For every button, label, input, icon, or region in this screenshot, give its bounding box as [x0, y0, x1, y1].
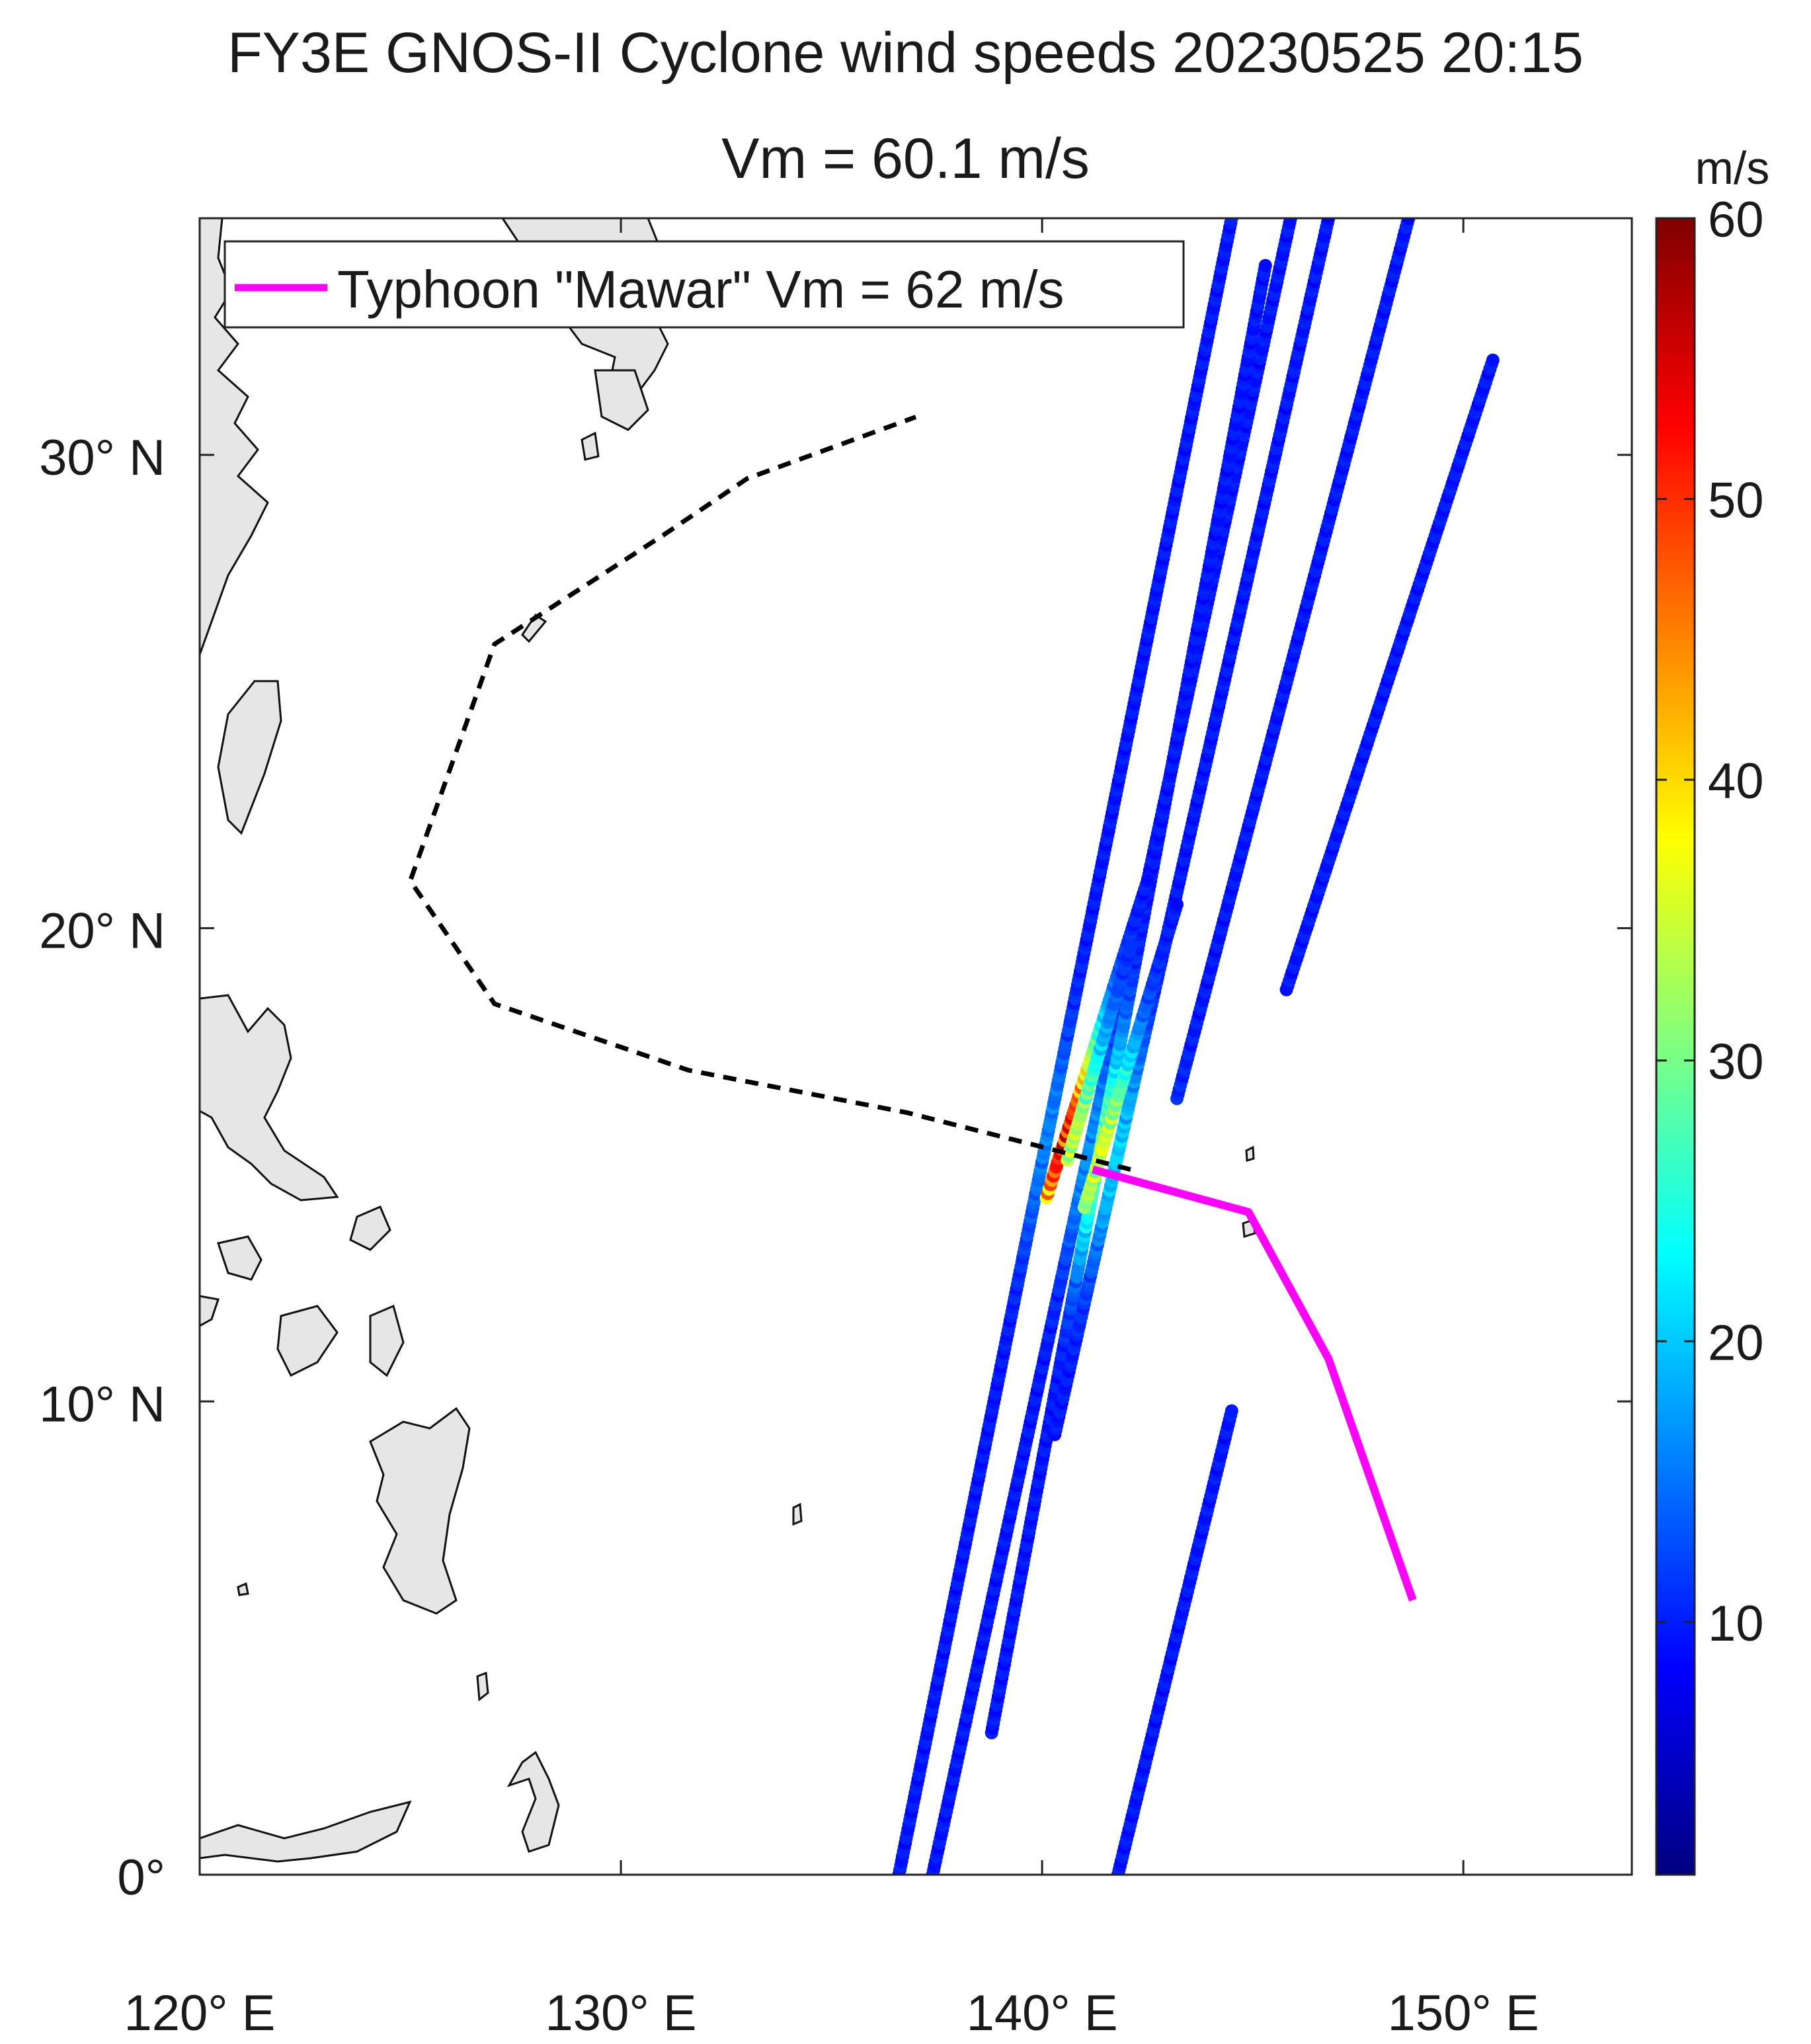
track-point [1402, 218, 1416, 225]
borneo-tip [200, 1800, 412, 1863]
palawan [200, 1295, 220, 1327]
track-point [1170, 897, 1184, 911]
sulawesi [506, 1750, 560, 1853]
track-2 [926, 218, 1297, 1875]
track-9 [1170, 218, 1416, 1106]
legend-label-typhoon: Typhoon "Mawar" Vm = 62 m/s [337, 260, 1064, 319]
panay-negros [276, 1305, 339, 1377]
small-island-2 [237, 1582, 249, 1596]
track-8 [1111, 1404, 1238, 1875]
small-island-1 [476, 1671, 489, 1701]
track-point [1322, 218, 1336, 225]
small-island-4 [1245, 1145, 1255, 1162]
y-tick-label: 30° N [39, 430, 165, 486]
typhoon-track-line [1092, 1165, 1417, 1602]
x-tick-label: 130° E [545, 1985, 697, 2041]
x-tick-label: 140° E [967, 1985, 1118, 2041]
small-island-6 [581, 431, 600, 461]
kyushu [594, 369, 649, 431]
legend-box [223, 240, 1185, 329]
leyte [369, 1304, 405, 1377]
colorbar-tick-label: 40 [1708, 753, 1764, 809]
colorbar-tick-label: 50 [1708, 473, 1764, 529]
map-axes: 120° E 130° E 140° E 150° E 0° 10° N 20° N 30° … [39, 218, 1632, 2041]
track-point [1225, 1404, 1238, 1418]
track-point [1225, 218, 1238, 225]
colorbar-tick-label: 60 [1708, 192, 1764, 248]
y-tick-label: 20° N [39, 903, 165, 960]
mindanao [369, 1407, 471, 1615]
legend: Typhoon "Mawar" Vm = 62 m/s [223, 240, 1185, 329]
forecast-track-line [407, 415, 1131, 1172]
small-island-5 [792, 1502, 803, 1526]
mindoro [217, 1235, 262, 1281]
colorbar-ticks: 10 20 30 40 50 60 [1656, 192, 1764, 1652]
luzon [200, 994, 339, 1202]
track-point [1258, 259, 1272, 272]
colorbar: m/s 10 20 30 40 50 60 [1655, 142, 1770, 1876]
colorbar-ramp [1655, 217, 1696, 1876]
track-point [1486, 353, 1500, 367]
track-point [1141, 874, 1154, 887]
track-10 [1279, 353, 1500, 997]
track-1 [892, 218, 1238, 1875]
chart-subtitle: Vm = 60.1 m/s [721, 127, 1090, 190]
y-tick-label: 10° N [39, 1376, 165, 1432]
satellite-tracks [892, 218, 1500, 1875]
colorbar-tick-label: 20 [1708, 1315, 1764, 1371]
x-tick-label: 120° E [124, 1985, 275, 2041]
track-3 [985, 259, 1272, 1740]
colorbar-tick-label: 30 [1708, 1034, 1764, 1090]
samar [349, 1206, 391, 1251]
typhoon-tracks [407, 415, 1417, 1602]
track-point [1284, 218, 1297, 225]
map-frame [198, 217, 1633, 1876]
track-point [1123, 940, 1137, 954]
colorbar-unit-label: m/s [1695, 142, 1770, 194]
y-tick-label: 0° [117, 1850, 165, 1906]
x-tick-label: 150° E [1388, 1985, 1539, 2041]
track-7 [1061, 940, 1137, 1167]
colorbar-tick-label: 10 [1708, 1596, 1764, 1652]
taiwan [217, 680, 282, 835]
chart-title: FY3E GNOS-II Cyclone wind speeds 2023052… [227, 21, 1584, 85]
